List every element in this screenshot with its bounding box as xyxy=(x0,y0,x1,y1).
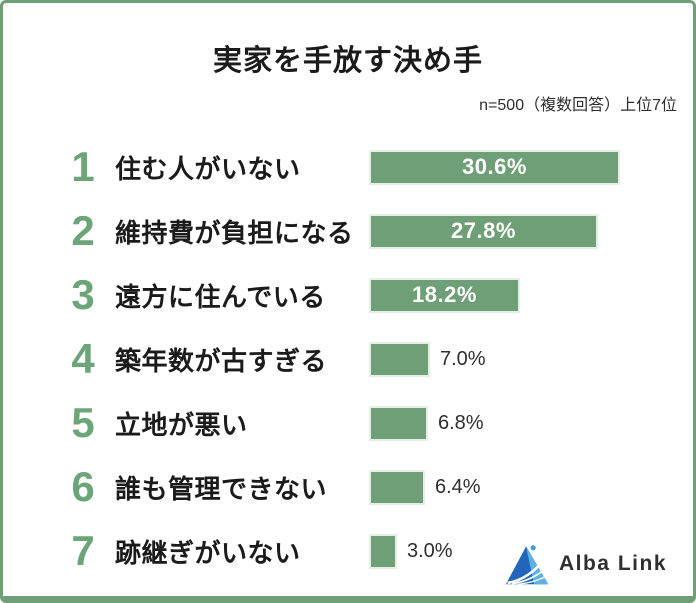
category-label: 築年数が古すぎる xyxy=(115,345,328,376)
chart-row: 6 誰も管理できない 6.4% xyxy=(3,456,693,518)
category-label: 維持費が負担になる xyxy=(115,217,354,248)
value-bar xyxy=(369,405,428,441)
rank-number: 1 xyxy=(71,143,95,190)
value-label: 6.4% xyxy=(435,475,481,498)
category-label: 誰も管理できない xyxy=(115,473,328,504)
chart-row: 7 跡継ぎがいない 3.0% xyxy=(3,520,693,582)
category-label: 立地が悪い xyxy=(115,409,248,440)
category-label: 住む人がいない xyxy=(115,153,301,184)
sample-size-note: n=500（複数回答）上位7位 xyxy=(479,97,677,114)
rank-number: 7 xyxy=(71,527,95,574)
chart-row: 3 遠方に住んでいる 18.2% xyxy=(3,264,693,326)
value-label: 30.6% xyxy=(462,154,527,179)
category-label: 跡継ぎがいない xyxy=(115,537,301,568)
rank-number: 2 xyxy=(71,207,95,254)
alba-link-triangle-icon xyxy=(505,542,549,586)
chart-title: 実家を手放す決め手 xyxy=(212,45,483,77)
chart-row: 5 立地が悪い 6.8% xyxy=(3,392,693,454)
value-label: 6.8% xyxy=(438,411,484,434)
value-bar: 27.8% xyxy=(369,213,598,249)
value-bar xyxy=(369,341,430,377)
value-bar xyxy=(369,469,425,505)
chart-row: 1 住む人がいない 30.6% xyxy=(3,136,693,198)
rank-number: 6 xyxy=(71,463,95,510)
rank-number: 3 xyxy=(71,271,95,318)
value-bar: 18.2% xyxy=(369,277,520,313)
alba-link-logo: Alba Link xyxy=(505,541,667,587)
alba-link-wordmark: Alba Link xyxy=(558,552,667,575)
value-label: 3.0% xyxy=(407,539,453,562)
chart-row: 4 築年数が古すぎる 7.0% xyxy=(3,328,693,390)
chart-row: 2 維持費が負担になる 27.8% xyxy=(3,200,693,262)
value-label: 18.2% xyxy=(412,282,477,307)
value-bar xyxy=(369,533,397,569)
value-bar: 30.6% xyxy=(369,149,620,185)
value-label: 7.0% xyxy=(440,347,486,370)
category-label: 遠方に住んでいる xyxy=(115,281,326,312)
value-label: 27.8% xyxy=(451,218,516,243)
rank-number: 5 xyxy=(71,399,95,446)
rank-number: 4 xyxy=(71,335,95,382)
